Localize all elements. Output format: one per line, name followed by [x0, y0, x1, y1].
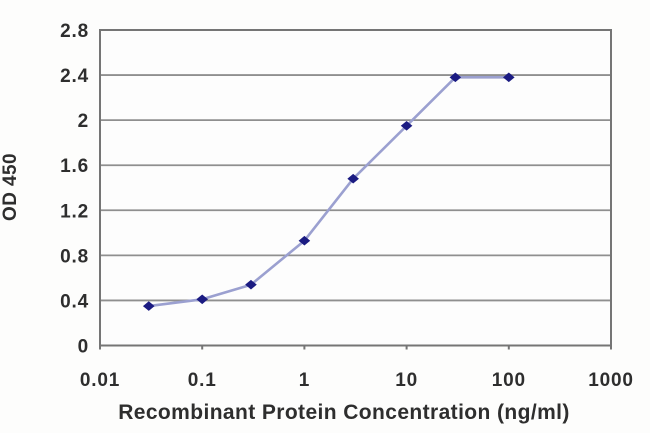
y-tick-label: 0.8 [60, 246, 89, 267]
y-tick-label: 2.4 [60, 66, 89, 87]
y-tick-label: 0 [78, 337, 89, 358]
data-point [298, 235, 311, 246]
y-axis-title: OD 450 [0, 153, 21, 221]
data-point [400, 120, 413, 131]
y-tick-label: 0.4 [60, 291, 89, 312]
x-tick-label: 10 [395, 370, 418, 391]
x-tick-label: 1 [299, 370, 310, 391]
series-layer [142, 72, 515, 311]
tick-layer: 0.01 0.1 1 10 100 1000 0 0.4 0.8 1.2 1.6 2 2.4 2.8 [60, 21, 633, 391]
x-tick-label: 0.1 [188, 370, 217, 391]
x-tick-label: 1000 [588, 370, 633, 391]
data-point [245, 279, 257, 290]
data-point [347, 173, 359, 184]
x-tick-label: 100 [492, 370, 526, 391]
y-tick-label: 1.6 [60, 156, 89, 177]
y-tick-label: 2 [78, 111, 89, 132]
y-tick-label: 2.8 [60, 21, 89, 42]
series-line [147, 76, 511, 308]
data-point [196, 294, 208, 305]
x-axis-title: Recombinant Protein Concentration (ng/ml… [118, 401, 570, 424]
data-point [142, 301, 155, 311]
plot-border [99, 29, 612, 347]
grid-layer [99, 29, 612, 347]
y-tick-label: 1.2 [60, 201, 89, 222]
plot-area [100, 30, 611, 346]
x-tick-label: 0.01 [80, 370, 120, 391]
data-point [503, 72, 515, 83]
data-point [449, 72, 462, 83]
